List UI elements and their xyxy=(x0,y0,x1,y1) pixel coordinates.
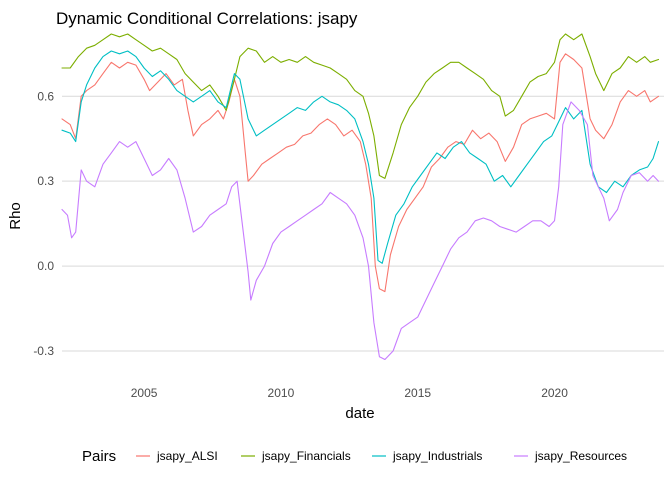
legend-label: jsapy_Financials xyxy=(261,449,351,463)
y-tick-label: -0.3 xyxy=(33,344,54,358)
series-line-jsapy-alsi xyxy=(61,53,660,293)
x-axis-title: date xyxy=(345,405,374,422)
series-line-jsapy-resources xyxy=(61,101,660,361)
x-axis-ticks: 2005 2010 2015 2020 xyxy=(131,386,568,400)
x-tick-label: 2010 xyxy=(268,386,295,400)
chart-title: Dynamic Conditional Correlations: jsapy xyxy=(56,9,358,28)
legend-label: jsapy_Resources xyxy=(534,449,627,463)
legend-title: Pairs xyxy=(82,448,116,465)
series-line-jsapy-industrials xyxy=(61,50,660,264)
y-tick-label: 0.6 xyxy=(37,89,54,103)
x-tick-label: 2020 xyxy=(541,386,568,400)
legend-label: jsapy_ALSI xyxy=(156,449,218,463)
y-tick-label: 0.0 xyxy=(37,259,54,273)
series-line-jsapy-financials xyxy=(61,33,660,179)
series-lines xyxy=(61,33,660,361)
gridlines xyxy=(62,95,664,352)
y-tick-label: 0.3 xyxy=(37,174,54,188)
x-tick-label: 2005 xyxy=(131,386,158,400)
y-axis-title: Rho xyxy=(7,202,24,230)
y-axis-ticks: -0.3 0.0 0.3 0.6 xyxy=(33,89,54,358)
legend: Pairs jsapy_ALSI jsapy_Financials jsapy_In… xyxy=(82,448,627,465)
legend-label: jsapy_Industrials xyxy=(392,449,482,463)
x-tick-label: 2015 xyxy=(404,386,431,400)
